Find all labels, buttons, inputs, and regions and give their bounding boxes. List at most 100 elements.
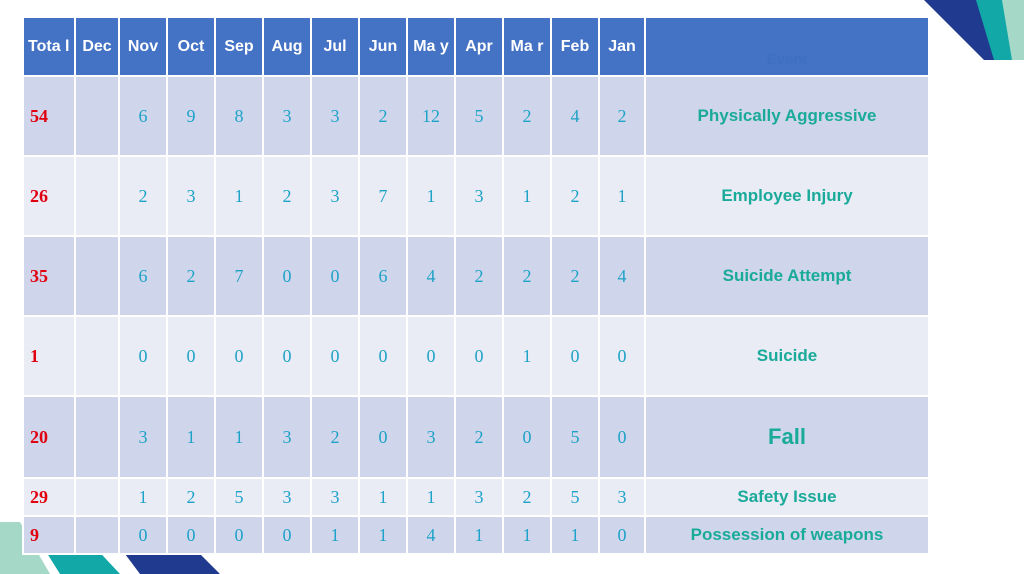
cell-total: 29 [22,477,76,517]
cell-nov: 0 [118,315,168,397]
header-aug: Aug [262,16,312,77]
cell-total: 54 [22,75,76,157]
cell-oct: 2 [166,235,216,317]
header-jul: Jul [310,16,360,77]
cell-jul: 0 [310,315,360,397]
cell-total: 1 [22,315,76,397]
cell-apr: 3 [454,477,504,517]
cell-jun: 1 [358,477,408,517]
cell-feb: 2 [550,155,600,237]
cell-dec [74,315,120,397]
header-oct: Oct [166,16,216,77]
cell-mar: 2 [502,75,552,157]
cell-jun: 0 [358,395,408,479]
cell-sep: 7 [214,235,264,317]
cell-jul: 3 [310,155,360,237]
cell-jan: 1 [598,155,646,237]
cell-feb: 2 [550,235,600,317]
cell-total: 26 [22,155,76,237]
cell-jun: 0 [358,315,408,397]
cell-dec [74,515,120,555]
cell-event: Fall [644,395,930,479]
cell-mar: 1 [502,155,552,237]
cell-jul: 1 [310,515,360,555]
table-row: 54 6 9 8 3 3 2 12 5 2 4 2 Physically Aggressive [22,75,930,157]
incident-table: Tota l Dec Nov Oct Sep Aug Jul Jun Ma y … [22,16,930,555]
cell-aug: 0 [262,235,312,317]
cell-jul: 0 [310,235,360,317]
cell-jan: 3 [598,477,646,517]
cell-feb: 1 [550,515,600,555]
cell-sep: 0 [214,315,264,397]
header-mar: Ma r [502,16,552,77]
header-total: Tota l [22,16,76,77]
header-feb: Feb [550,16,600,77]
cell-event: Suicide Attempt [644,235,930,317]
cell-jun: 2 [358,75,408,157]
cell-sep: 5 [214,477,264,517]
cell-mar: 1 [502,315,552,397]
cell-oct: 0 [166,315,216,397]
cell-nov: 6 [118,75,168,157]
cell-may: 4 [406,515,456,555]
cell-mar: 2 [502,235,552,317]
cell-may: 4 [406,235,456,317]
cell-event: Possession of weapons [644,515,930,555]
table-row: 20 3 1 1 3 2 0 3 2 0 5 0 Fall [22,395,930,479]
cell-feb: 5 [550,477,600,517]
cell-oct: 9 [166,75,216,157]
header-jan: Jan [598,16,646,77]
table-row: 9 0 0 0 0 1 1 4 1 1 1 0 Possession of weapons [22,515,930,555]
header-may: Ma y [406,16,456,77]
cell-aug: 3 [262,395,312,479]
cell-sep: 1 [214,395,264,479]
cell-apr: 2 [454,395,504,479]
cell-may: 12 [406,75,456,157]
corner-decoration-top-right [924,0,1024,60]
cell-event: Safety Issue [644,477,930,517]
cell-feb: 0 [550,315,600,397]
cell-event: Employee Injury [644,155,930,237]
table-row: 1 0 0 0 0 0 0 0 0 1 0 0 Suicide [22,315,930,397]
cell-nov: 2 [118,155,168,237]
cell-oct: 2 [166,477,216,517]
cell-jan: 4 [598,235,646,317]
cell-aug: 3 [262,477,312,517]
cell-jul: 3 [310,75,360,157]
cell-dec [74,395,120,479]
cell-sep: 8 [214,75,264,157]
cell-may: 1 [406,155,456,237]
cell-jun: 6 [358,235,408,317]
header-dec: Dec [74,16,120,77]
cell-aug: 3 [262,75,312,157]
cell-dec [74,477,120,517]
table-row: 35 6 2 7 0 0 6 4 2 2 2 4 Suicide Attempt [22,235,930,317]
cell-apr: 0 [454,315,504,397]
cell-dec [74,155,120,237]
cell-apr: 2 [454,235,504,317]
cell-jan: 0 [598,315,646,397]
cell-feb: 5 [550,395,600,479]
cell-nov: 6 [118,235,168,317]
cell-dec [74,235,120,317]
cell-event: Suicide [644,315,930,397]
cell-jan: 0 [598,395,646,479]
cell-jun: 1 [358,515,408,555]
cell-jan: 2 [598,75,646,157]
cell-total: 20 [22,395,76,479]
cell-apr: 5 [454,75,504,157]
cell-event: Physically Aggressive [644,75,930,157]
cell-nov: 0 [118,515,168,555]
cell-mar: 1 [502,515,552,555]
cell-may: 3 [406,395,456,479]
cell-may: 0 [406,315,456,397]
table-row: 29 1 2 5 3 3 1 1 3 2 5 3 Safety Issue [22,477,930,517]
cell-sep: 1 [214,155,264,237]
cell-oct: 0 [166,515,216,555]
cell-nov: 3 [118,395,168,479]
cell-feb: 4 [550,75,600,157]
cell-aug: 0 [262,515,312,555]
header-event: Event [644,16,930,77]
cell-oct: 1 [166,395,216,479]
cell-total: 35 [22,235,76,317]
